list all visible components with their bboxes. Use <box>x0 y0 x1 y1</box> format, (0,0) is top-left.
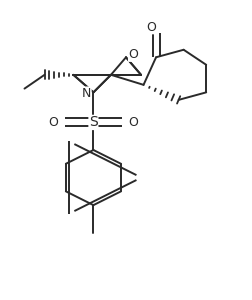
Text: O: O <box>129 116 138 129</box>
Text: O: O <box>48 116 58 129</box>
Text: O: O <box>129 48 138 61</box>
Text: S: S <box>89 116 98 129</box>
Text: O: O <box>147 21 156 34</box>
Text: N: N <box>82 87 91 100</box>
